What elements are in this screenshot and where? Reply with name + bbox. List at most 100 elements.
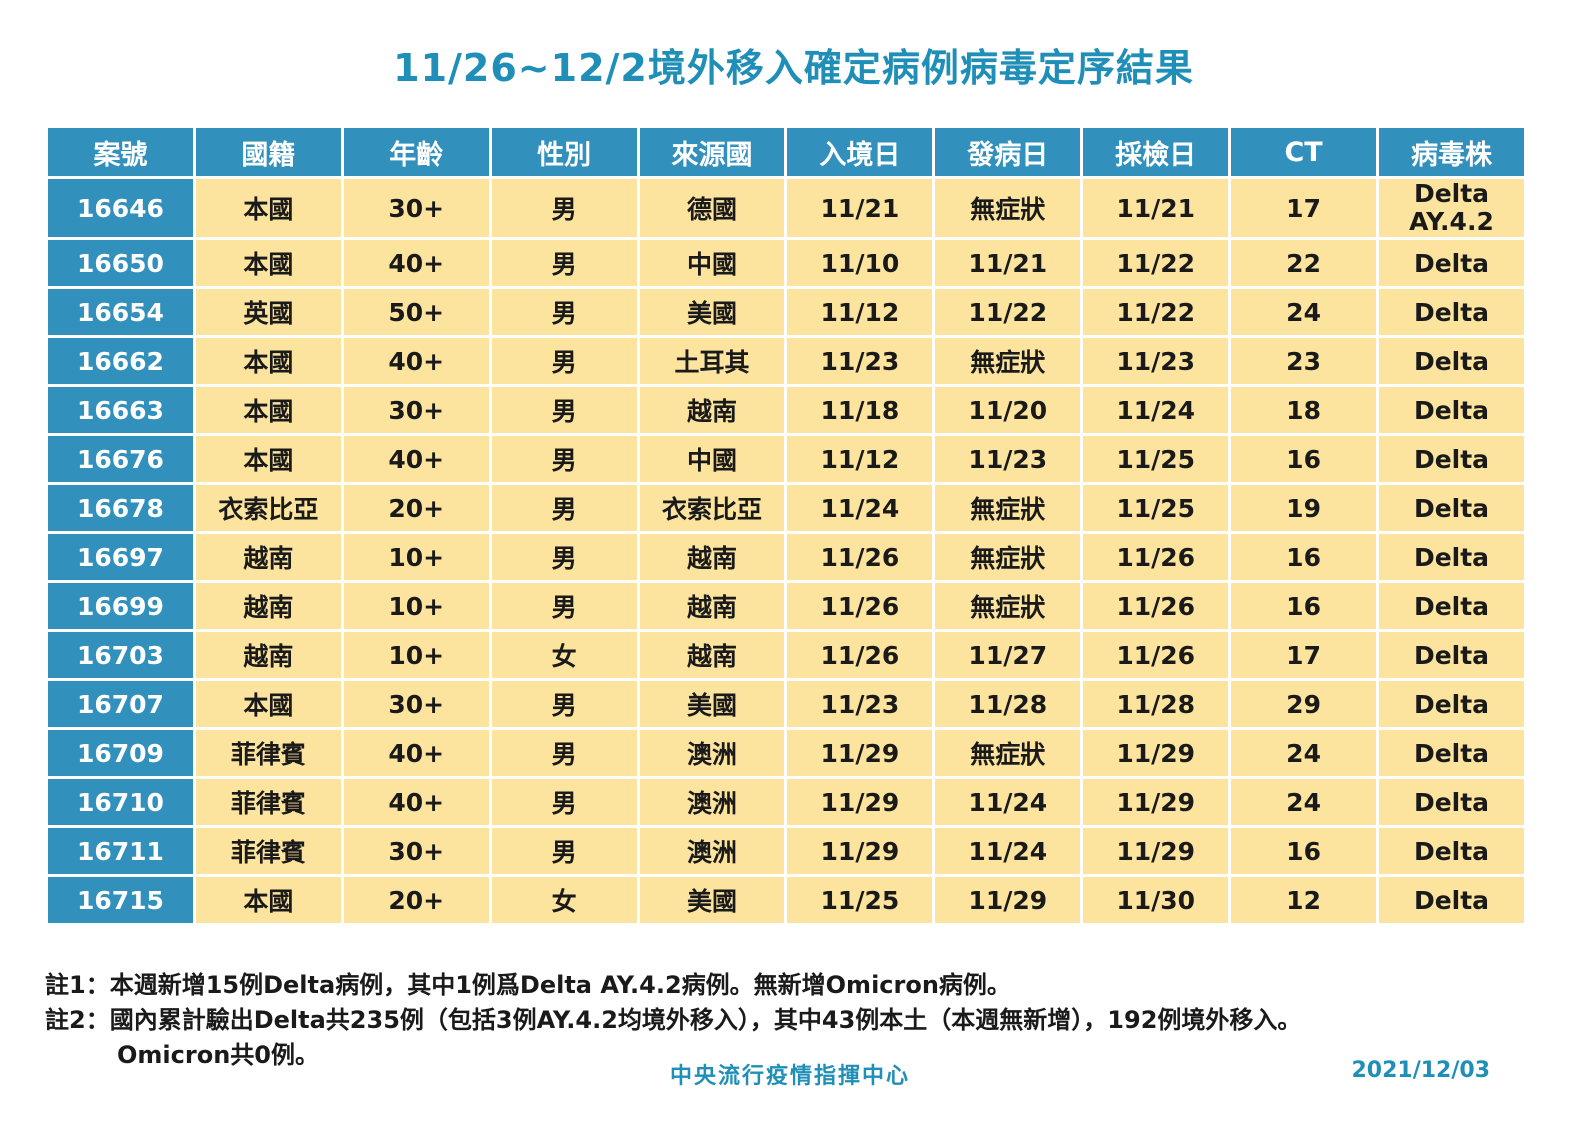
column-header-sex: 性別 (488, 125, 640, 179)
cell-ct-value: 16 (1228, 580, 1380, 632)
column-header-case-number: 案號 (45, 125, 196, 179)
column-header-source-country: 來源國 (636, 125, 788, 179)
cell-age: 40+ (340, 776, 492, 828)
cell-ct-value: 24 (1228, 727, 1380, 779)
footer-organization: 中央流行疫情指揮中心 (669, 1064, 910, 1089)
column-header-age: 年齡 (340, 125, 492, 179)
footer-date: 2021/12/03 (1351, 1058, 1490, 1083)
cell-onset-date: 11/24 (932, 825, 1084, 877)
cell-case-number: 16654 (45, 286, 196, 338)
cell-virus-strain: Delta (1376, 384, 1527, 436)
cell-age: 30+ (340, 176, 492, 240)
cell-virus-strain: Delta (1376, 433, 1527, 485)
cell-sampling-date: 11/25 (1080, 482, 1232, 534)
cell-onset-date: 11/21 (932, 237, 1084, 289)
cell-virus-strain: Delta (1376, 286, 1527, 338)
cell-nationality: 本國 (192, 384, 344, 436)
cell-source-country: 中國 (636, 433, 788, 485)
cell-nationality: 菲律賓 (192, 727, 344, 779)
cell-onset-date: 11/23 (932, 433, 1084, 485)
cell-entry-date: 11/29 (784, 727, 936, 779)
cell-onset-date: 無症狀 (932, 727, 1084, 779)
note-2-text: 國內累計驗出Delta共235例（包括3例AY.4.2均境外移入），其中43例本… (109, 1006, 1302, 1034)
cell-nationality: 越南 (192, 580, 344, 632)
cell-onset-date: 11/22 (932, 286, 1084, 338)
note-1: 註1： 本週新增15例Delta病例，其中1例爲Delta AY.4.2病例。無… (45, 968, 1545, 1003)
cell-virus-strain: Delta (1376, 776, 1527, 828)
column-header-virus-strain: 病毒株 (1376, 125, 1527, 179)
page-title: 11/26~12/2境外移入確定病例病毒定序結果 (393, 46, 1194, 90)
cell-case-number: 16699 (45, 580, 196, 632)
cell-nationality: 越南 (192, 531, 344, 583)
cell-ct-value: 23 (1228, 335, 1380, 387)
cell-entry-date: 11/26 (784, 580, 936, 632)
cell-onset-date: 無症狀 (932, 482, 1084, 534)
cell-entry-date: 11/29 (784, 776, 936, 828)
cell-case-number: 16678 (45, 482, 196, 534)
cell-sampling-date: 11/26 (1080, 629, 1232, 681)
footnotes: 註1： 本週新增15例Delta病例，其中1例爲Delta AY.4.2病例。無… (45, 968, 1545, 1073)
cell-onset-date: 11/24 (932, 776, 1084, 828)
table-header-row: 案號 國籍 年齡 性別 來源國 入境日 發病日 採檢日 CT 病毒株 (45, 125, 1527, 179)
cell-nationality: 越南 (192, 629, 344, 681)
cell-case-number: 16663 (45, 384, 196, 436)
cell-ct-value: 24 (1228, 776, 1380, 828)
cell-sampling-date: 11/26 (1080, 531, 1232, 583)
cell-source-country: 澳洲 (636, 825, 788, 877)
cell-sex: 男 (488, 433, 640, 485)
table-row: 16699 越南 10+ 男越南 11/26 無症狀 11/26 16 Delta (45, 580, 1527, 632)
cell-nationality: 本國 (192, 237, 344, 289)
note-1-label: 註1： (45, 971, 110, 999)
cell-onset-date: 無症狀 (932, 335, 1084, 387)
column-header-onset-date: 發病日 (932, 125, 1084, 179)
cell-source-country: 越南 (636, 531, 788, 583)
cell-virus-strain: Delta (1376, 335, 1527, 387)
cell-source-country: 土耳其 (636, 335, 788, 387)
cell-age: 10+ (340, 580, 492, 632)
table-row: 16711 菲律賓 30+ 男澳洲 11/29 11/24 11/29 16 Delta (45, 825, 1527, 877)
cell-sampling-date: 11/30 (1080, 874, 1232, 926)
cell-sex: 男 (488, 776, 640, 828)
cell-age: 30+ (340, 678, 492, 730)
table-row: 16697 越南 10+ 男越南 11/26 無症狀 11/26 16 Delta (45, 531, 1527, 583)
table-row: 16715 本國 20+ 女美國 11/25 11/29 11/30 12 Delta (45, 874, 1527, 926)
cell-sex: 男 (488, 482, 640, 534)
cell-ct-value: 19 (1228, 482, 1380, 534)
cell-entry-date: 11/24 (784, 482, 936, 534)
cell-entry-date: 11/23 (784, 678, 936, 730)
cell-sex: 男 (488, 384, 640, 436)
cell-virus-strain: Delta (1376, 678, 1527, 730)
cell-source-country: 美國 (636, 874, 788, 926)
cell-case-number: 16707 (45, 678, 196, 730)
cell-source-country: 澳洲 (636, 727, 788, 779)
cell-age: 30+ (340, 384, 492, 436)
cell-entry-date: 11/21 (784, 176, 936, 240)
cell-entry-date: 11/10 (784, 237, 936, 289)
cell-virus-strain: Delta (1376, 531, 1527, 583)
cell-age: 50+ (340, 286, 492, 338)
cell-nationality: 菲律賓 (192, 776, 344, 828)
cell-source-country: 德國 (636, 176, 788, 240)
cell-onset-date: 11/29 (932, 874, 1084, 926)
column-header-sampling-date: 採檢日 (1080, 125, 1232, 179)
note-2: 註2： 國內累計驗出Delta共235例（包括3例AY.4.2均境外移入），其中… (45, 1003, 1545, 1038)
cell-entry-date: 11/26 (784, 531, 936, 583)
cell-ct-value: 24 (1228, 286, 1380, 338)
cell-sex: 男 (488, 176, 640, 240)
cell-nationality: 本國 (192, 678, 344, 730)
cell-sampling-date: 11/22 (1080, 237, 1232, 289)
cell-sampling-date: 11/29 (1080, 776, 1232, 828)
cell-sex: 男 (488, 237, 640, 289)
cell-onset-date: 無症狀 (932, 580, 1084, 632)
cell-sampling-date: 11/25 (1080, 433, 1232, 485)
cell-age: 10+ (340, 629, 492, 681)
cell-source-country: 衣索比亞 (636, 482, 788, 534)
cell-ct-value: 16 (1228, 433, 1380, 485)
cell-case-number: 16703 (45, 629, 196, 681)
cell-ct-value: 17 (1228, 629, 1380, 681)
cell-nationality: 本國 (192, 874, 344, 926)
cell-sex: 男 (488, 825, 640, 877)
cell-entry-date: 11/26 (784, 629, 936, 681)
cell-ct-value: 12 (1228, 874, 1380, 926)
cell-entry-date: 11/18 (784, 384, 936, 436)
